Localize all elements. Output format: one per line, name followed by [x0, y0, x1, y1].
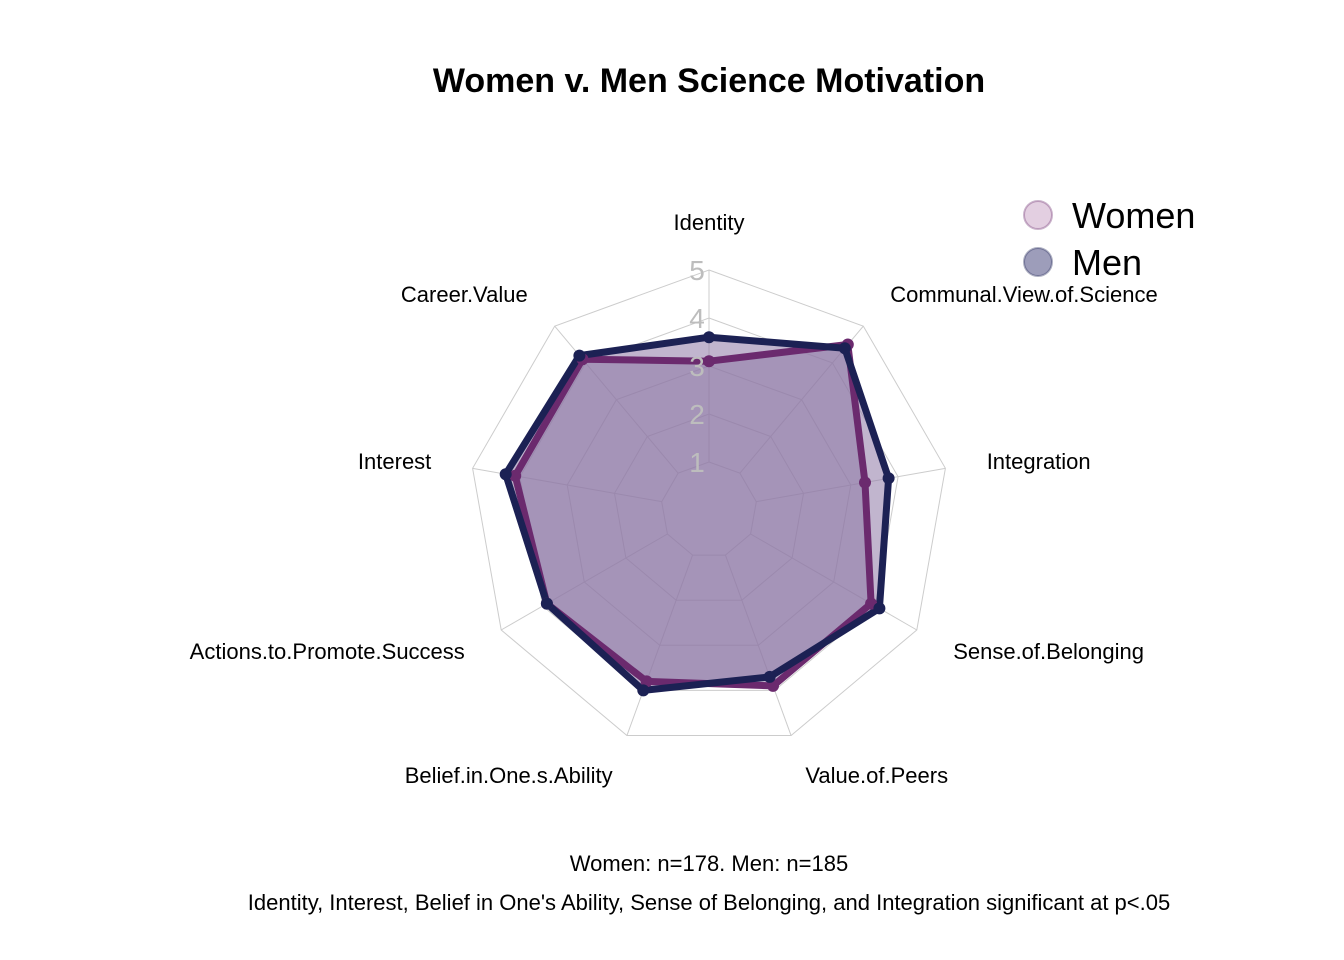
point-men-integration [882, 472, 895, 485]
tick-label-5: 5 [689, 255, 705, 286]
axis-label-sense-of-belonging: Sense.of.Belonging [953, 639, 1144, 664]
tick-label-4: 4 [689, 303, 705, 334]
axis-label-identity: Identity [674, 210, 745, 235]
tick-label-2: 2 [689, 399, 705, 430]
point-men-identity [703, 331, 715, 344]
legend-label-men: Men [1072, 242, 1142, 283]
axis-label-integration: Integration [987, 449, 1091, 474]
point-women-belief-in-one-s-ability [640, 675, 653, 688]
point-women-identity [703, 355, 715, 368]
chart-title: Women v. Men Science Motivation [433, 62, 985, 100]
axis-label-career-value: Career.Value [401, 282, 528, 307]
point-men-communal-view-of-science [838, 342, 851, 355]
point-women-interest [509, 469, 522, 482]
axis-label-belief-in-one-s-ability: Belief.in.One.s.Ability [405, 763, 613, 788]
axis-label-value-of-peers: Value.of.Peers [805, 763, 948, 788]
series-area-men [505, 337, 889, 691]
point-women-integration [859, 476, 871, 489]
legend: Women Men [1023, 195, 1195, 283]
radar-lines [502, 333, 893, 694]
tick-label-3: 3 [689, 351, 705, 382]
radar-fills [505, 337, 889, 691]
point-men-interest [499, 468, 512, 481]
grid-ring-5 [472, 269, 946, 736]
point-men-value-of-peers [763, 670, 776, 683]
point-men-belief-in-one-s-ability [637, 684, 650, 697]
axis-label-interest: Interest [358, 449, 431, 474]
point-men-actions-to-promote-success [540, 597, 553, 610]
legend-key-men [1023, 247, 1053, 277]
series-line-men [502, 333, 893, 694]
caption-line-2: Identity, Interest, Belief in One's Abil… [248, 890, 1170, 915]
caption-line-1: Women: n=178. Men: n=185 [570, 851, 848, 876]
axis-label-communal-view-of-science: Communal.View.of.Science [890, 282, 1157, 307]
point-men-sense-of-belonging [873, 602, 886, 615]
legend-label-women: Women [1072, 195, 1195, 236]
radar-points [499, 331, 895, 697]
point-men-career-value [573, 349, 586, 362]
point-women-value-of-peers [767, 679, 779, 692]
radar-axis-labels: Identity Communal.View.of.Science Integrat… [190, 210, 1158, 788]
axis-label-actions-to-promote-success: Actions.to.Promote.Success [190, 639, 465, 664]
radar-tick-labels: 1 2 3 4 5 [689, 255, 705, 478]
legend-key-women [1023, 200, 1053, 230]
tick-label-1: 1 [689, 447, 705, 478]
